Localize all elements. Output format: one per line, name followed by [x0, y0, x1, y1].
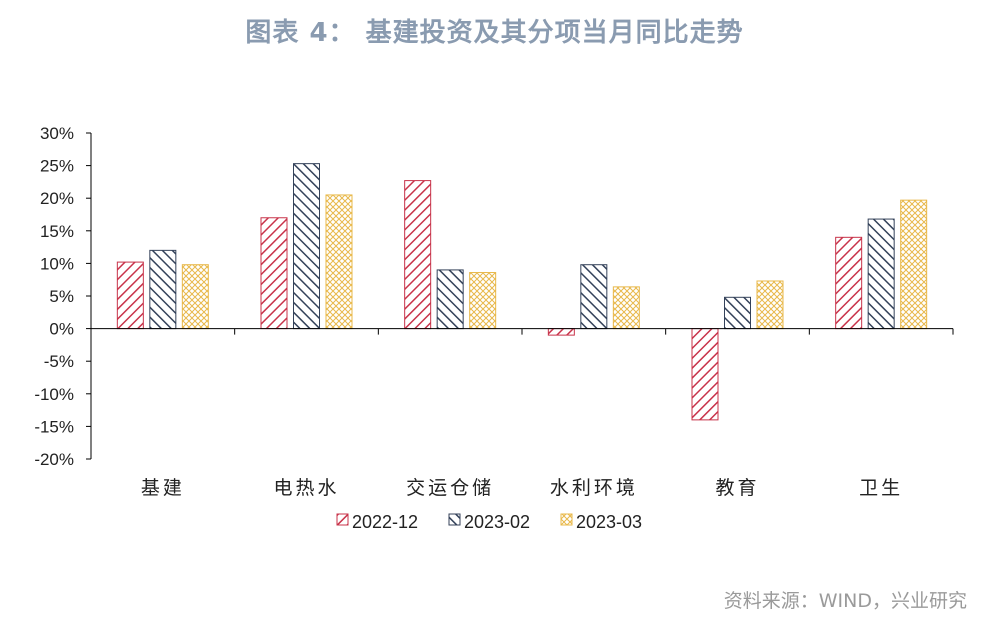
x-category-label: 基建	[141, 477, 185, 499]
bars	[116, 163, 928, 421]
legend-label: 2023-03	[576, 512, 642, 532]
bar	[580, 264, 608, 330]
source-note: 资料来源：WIND，兴业研究	[723, 590, 967, 612]
legend-swatch	[336, 513, 349, 526]
y-tick-label: 10%	[40, 254, 74, 273]
bar	[149, 249, 177, 330]
bar	[325, 194, 353, 330]
x-category-label: 教育	[715, 477, 759, 499]
y-tick-label: 20%	[40, 189, 74, 208]
bar	[547, 328, 575, 336]
legend-swatch	[448, 513, 461, 526]
chart-title: 图表 4： 基建投资及其分项当月同比走势	[245, 18, 744, 48]
bar	[436, 269, 464, 330]
y-tick-label: 0%	[49, 320, 74, 339]
bar	[900, 199, 928, 330]
x-category-label: 水利环境	[550, 477, 638, 499]
legend: 2022-12 2023-02 2023-03	[336, 512, 642, 532]
bar	[691, 328, 719, 421]
legend-label: 2022-12	[352, 512, 418, 532]
x-category-label: 交运仓储	[406, 477, 494, 499]
y-tick-label: -15%	[34, 417, 74, 436]
y-tick-label: 15%	[40, 222, 74, 241]
y-tick-label: 25%	[40, 157, 74, 176]
bar	[260, 217, 288, 330]
bar	[756, 280, 784, 330]
bar	[724, 296, 751, 330]
x-category-label: 卫生	[859, 477, 903, 499]
y-tick-label: -20%	[34, 450, 74, 469]
y-tick-label: -5%	[44, 352, 74, 371]
x-axis: 基建 电热水 交运仓储 水利环境 教育 卫生	[90, 328, 954, 499]
bar	[835, 236, 863, 330]
x-category-label: 电热水	[273, 477, 339, 499]
y-axis: 30% 25% 20% 15% 10% 5% 0% -5% -10% -15% -20%	[34, 124, 92, 469]
bar	[469, 272, 497, 330]
bar	[181, 264, 209, 330]
bar	[116, 261, 144, 330]
y-tick-label: -10%	[34, 385, 74, 404]
bar	[612, 286, 640, 330]
legend-swatch	[560, 513, 573, 526]
bar	[867, 218, 895, 330]
y-tick-label: 5%	[49, 287, 74, 306]
bar	[293, 163, 320, 330]
y-tick-label: 30%	[40, 124, 74, 143]
legend-label: 2023-02	[464, 512, 530, 532]
bar	[404, 180, 432, 330]
